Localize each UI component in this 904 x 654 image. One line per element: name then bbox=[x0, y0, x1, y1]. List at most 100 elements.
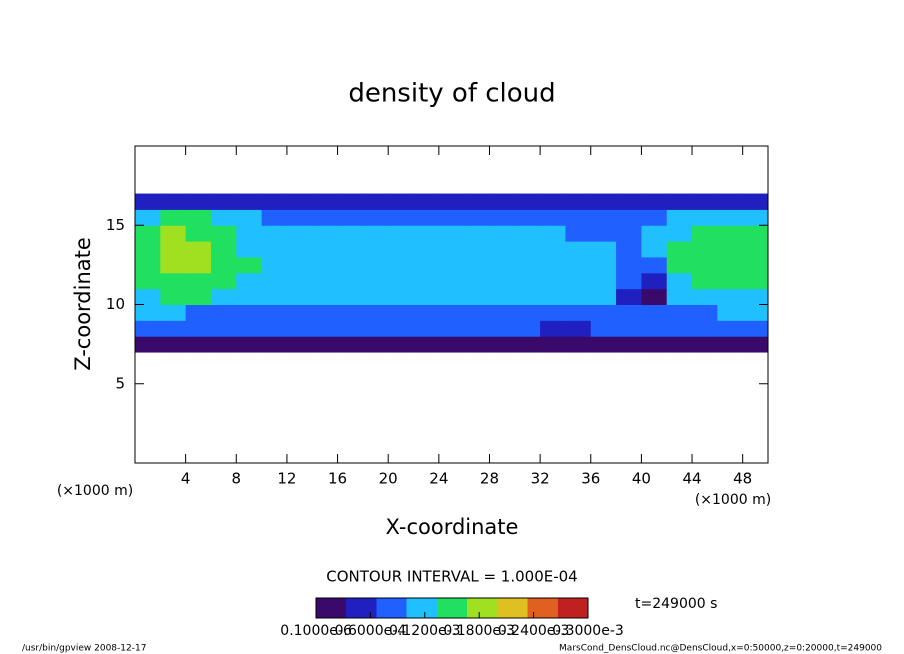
heat-cell bbox=[489, 256, 516, 274]
heat-cell bbox=[540, 336, 566, 353]
heat-cell bbox=[286, 336, 313, 353]
heat-cell bbox=[135, 304, 161, 321]
heat-cell bbox=[489, 288, 516, 305]
heat-cell bbox=[489, 241, 516, 258]
heat-cell bbox=[185, 288, 212, 305]
heat-cell bbox=[362, 320, 389, 337]
footer-left: /usr/bin/gpview 2008-12-17 bbox=[22, 644, 146, 654]
heat-cell bbox=[185, 272, 212, 290]
heat-cell bbox=[540, 304, 566, 321]
heat-cell bbox=[540, 193, 566, 210]
heat-cell bbox=[413, 193, 440, 210]
heat-cell bbox=[135, 193, 161, 210]
heat-cell bbox=[261, 256, 288, 274]
heat-cell bbox=[514, 225, 541, 242]
heat-cell bbox=[185, 256, 212, 274]
heat-cell bbox=[565, 320, 592, 337]
heat-cell bbox=[464, 272, 490, 290]
heat-cell bbox=[210, 304, 237, 321]
heat-cell bbox=[565, 193, 592, 210]
heat-cell bbox=[312, 304, 339, 321]
colorbar-tick-label: 0.1800e-3 bbox=[443, 623, 515, 639]
heat-cell bbox=[388, 336, 415, 353]
heat-cell bbox=[413, 304, 440, 321]
heat-cell bbox=[590, 288, 617, 305]
heat-cell bbox=[666, 336, 693, 353]
heat-cell bbox=[742, 336, 769, 353]
colorbar-tick-label: 0.1200e-3 bbox=[389, 623, 461, 639]
heat-cell bbox=[388, 209, 415, 226]
heat-cell bbox=[210, 225, 237, 242]
heat-cell bbox=[692, 225, 718, 242]
heat-cell bbox=[236, 225, 263, 242]
heat-cell bbox=[616, 225, 642, 242]
heat-cell bbox=[565, 304, 592, 321]
heat-cell bbox=[464, 304, 490, 321]
heat-cell bbox=[717, 320, 744, 337]
heat-cell bbox=[362, 288, 389, 305]
heat-cell bbox=[312, 336, 339, 353]
heat-cell bbox=[438, 272, 465, 290]
heat-cell bbox=[185, 225, 212, 242]
heat-cell bbox=[742, 304, 769, 321]
heat-cell bbox=[160, 225, 187, 242]
heat-cell bbox=[388, 288, 415, 305]
heat-cell bbox=[413, 336, 440, 353]
heat-cell bbox=[717, 209, 744, 226]
heat-cell bbox=[362, 272, 389, 290]
heat-cell bbox=[464, 209, 490, 226]
heat-cell bbox=[590, 256, 617, 274]
heat-cell bbox=[540, 225, 566, 242]
heat-cell bbox=[210, 209, 237, 226]
heat-cell bbox=[514, 193, 541, 210]
heat-cell bbox=[717, 304, 744, 321]
heat-cell bbox=[312, 272, 339, 290]
heat-cell bbox=[540, 256, 566, 274]
heat-cell bbox=[261, 288, 288, 305]
heat-cell bbox=[514, 304, 541, 321]
x-unit: (×1000 m) bbox=[57, 483, 133, 499]
heat-cell bbox=[160, 272, 187, 290]
colorbar-tick-label: 0.2400e-3 bbox=[498, 623, 570, 639]
heat-cell bbox=[160, 304, 187, 321]
heat-cell bbox=[160, 193, 187, 210]
heat-cell bbox=[236, 320, 263, 337]
heat-cell bbox=[514, 272, 541, 290]
heat-cell bbox=[413, 272, 440, 290]
footer-right: MarsCond_DensCloud.nc@DensCloud,x=0:5000… bbox=[559, 644, 882, 654]
heat-cell bbox=[464, 193, 490, 210]
heat-cell bbox=[135, 209, 161, 226]
heat-cell bbox=[692, 272, 718, 290]
heatmap bbox=[135, 193, 769, 353]
colorbar bbox=[315, 597, 589, 619]
colorbar-tick-label: 0.6000e-4 bbox=[335, 623, 407, 639]
heat-cell bbox=[185, 241, 212, 258]
heat-cell bbox=[616, 320, 642, 337]
heat-cell bbox=[590, 336, 617, 353]
heat-cell bbox=[692, 288, 718, 305]
heat-cell bbox=[616, 193, 642, 210]
heat-cell bbox=[388, 225, 415, 242]
heat-cell bbox=[514, 241, 541, 258]
heat-cell bbox=[641, 193, 668, 210]
heat-cell bbox=[742, 241, 769, 258]
heat-cell bbox=[286, 193, 313, 210]
heat-cell bbox=[641, 320, 668, 337]
heat-cell bbox=[286, 225, 313, 242]
heat-cell bbox=[616, 241, 642, 258]
heat-cell bbox=[540, 272, 566, 290]
heat-cell bbox=[312, 241, 339, 258]
heat-cell bbox=[210, 241, 237, 258]
heat-cell bbox=[666, 288, 693, 305]
heat-cell bbox=[337, 336, 364, 353]
heat-cell bbox=[514, 209, 541, 226]
heat-cell bbox=[388, 256, 415, 274]
heat-cell bbox=[717, 256, 744, 274]
heat-cell bbox=[337, 304, 364, 321]
heat-cell bbox=[666, 272, 693, 290]
heat-cell bbox=[362, 193, 389, 210]
x-tick-label: 44 bbox=[682, 470, 701, 488]
x-tick-label: 12 bbox=[277, 470, 296, 488]
heat-cell bbox=[666, 241, 693, 258]
heat-cell bbox=[236, 193, 263, 210]
